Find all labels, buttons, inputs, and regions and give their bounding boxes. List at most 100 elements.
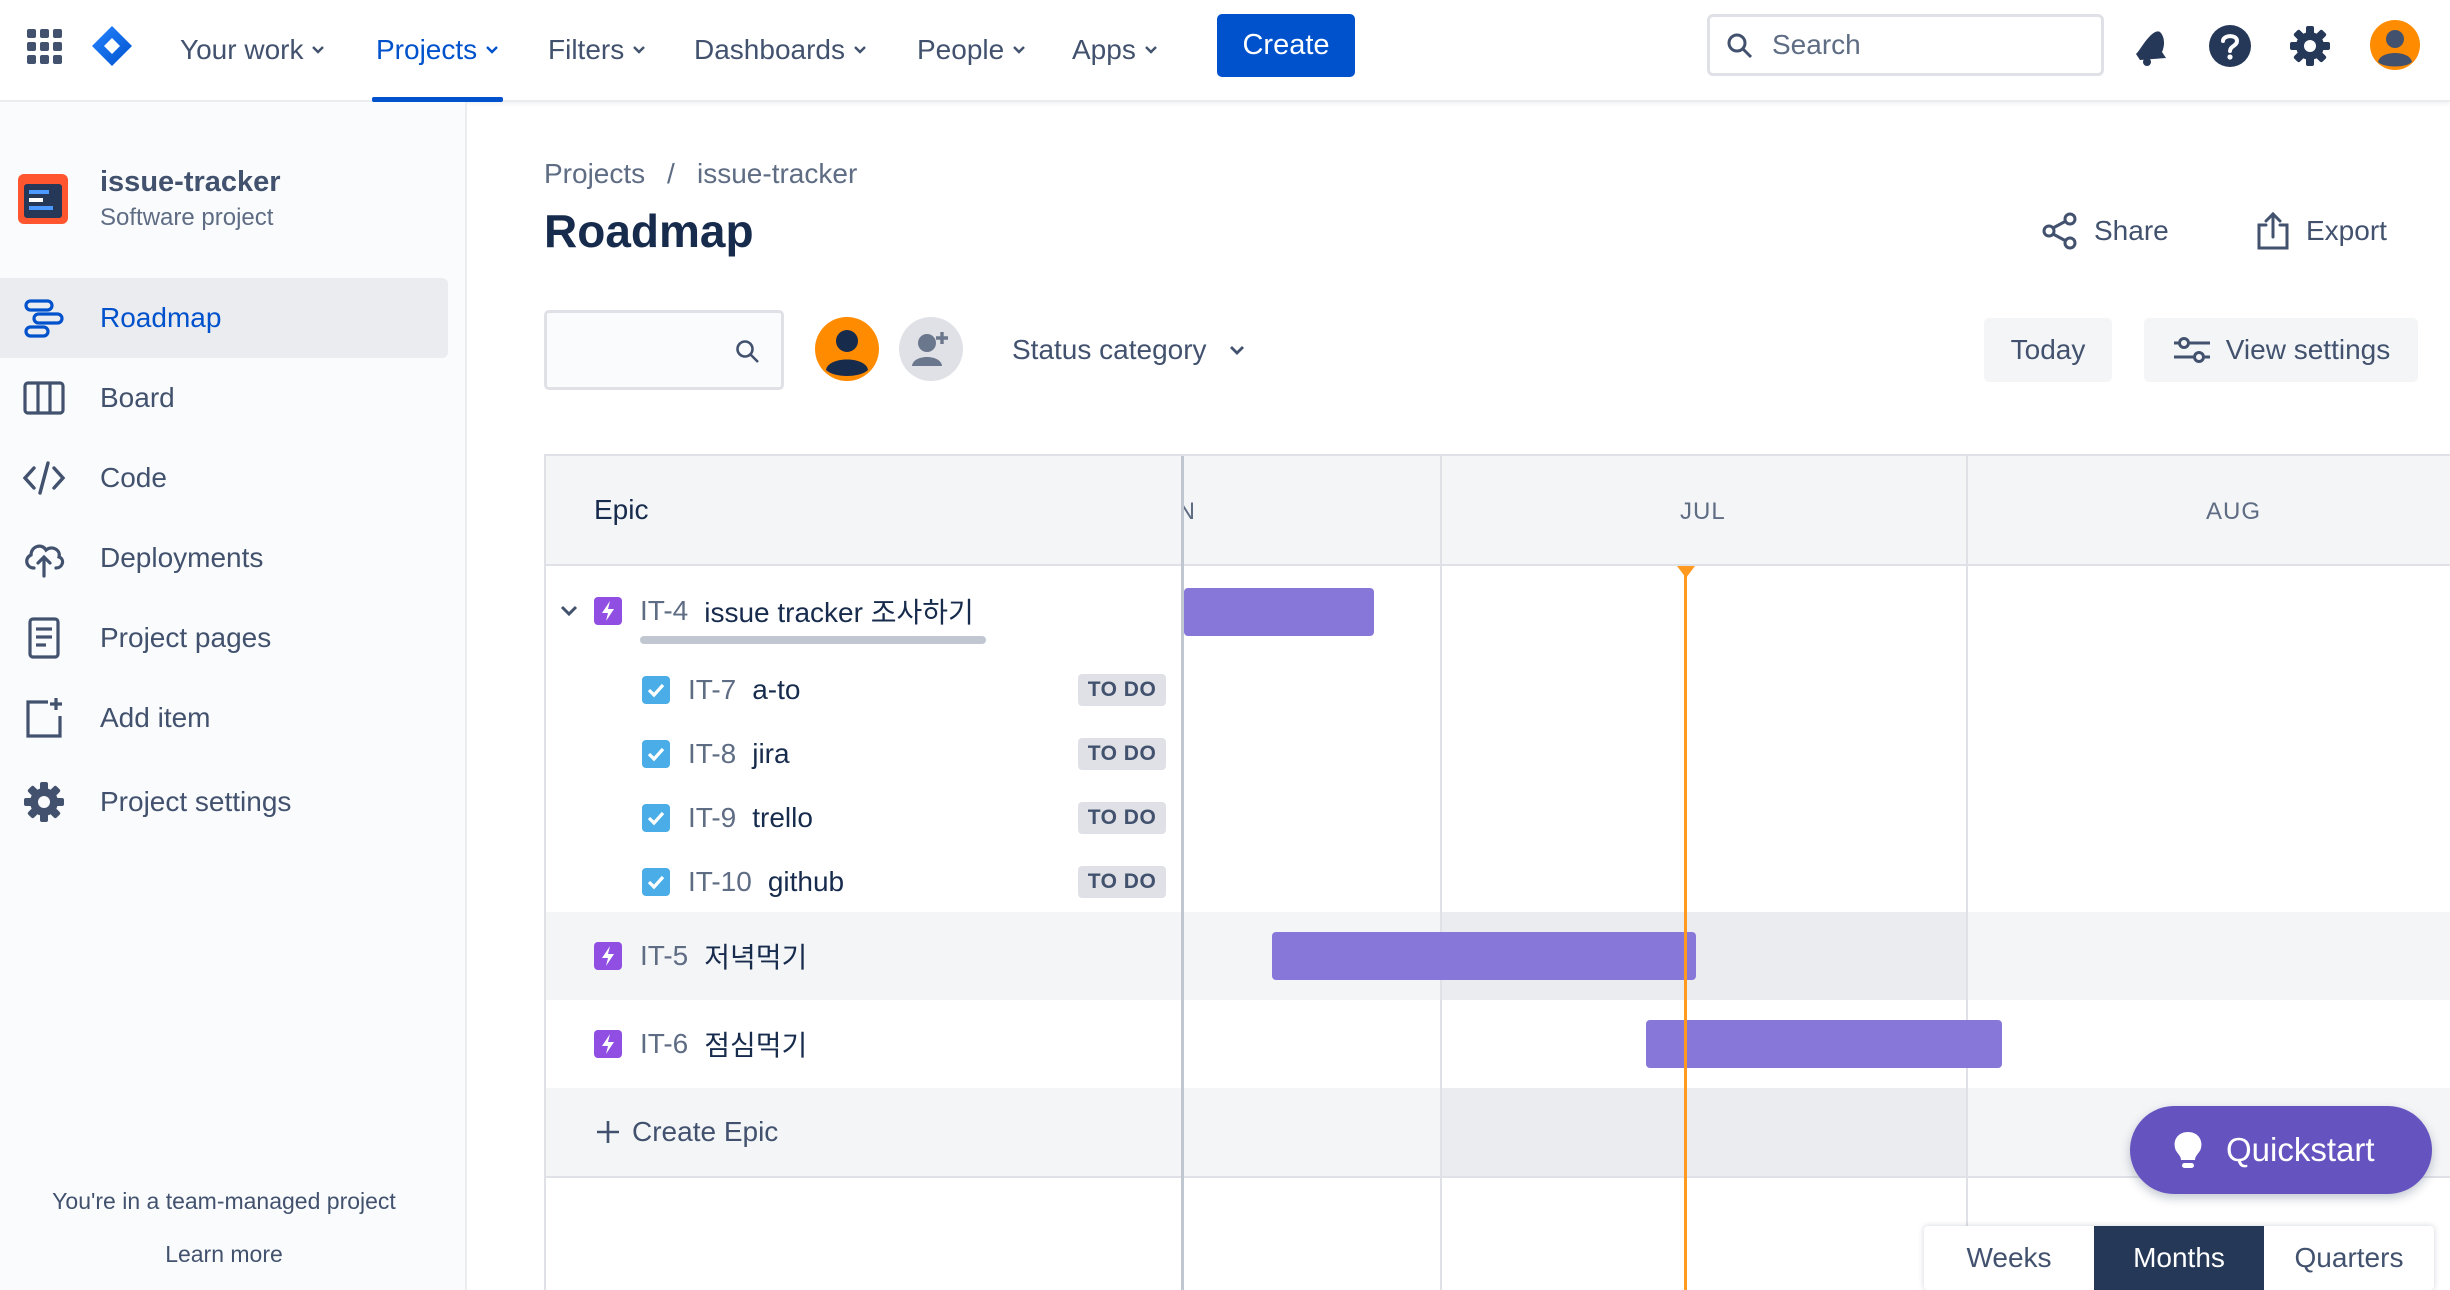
epic-row[interactable]: IT-6 점심먹기 <box>640 1014 807 1074</box>
help-icon[interactable] <box>2208 24 2252 68</box>
create-button[interactable]: Create <box>1217 14 1355 77</box>
app-switcher-icon[interactable] <box>26 28 62 64</box>
view-settings-button[interactable]: View settings <box>2144 318 2418 382</box>
search-input[interactable]: Search <box>1707 14 2104 76</box>
sidebar-item-project-pages[interactable]: Project pages <box>0 598 448 678</box>
project-sidebar: issue-tracker Software project Roadmap B… <box>0 102 467 1290</box>
issue-title: jira <box>752 738 790 769</box>
sidebar-item-roadmap[interactable]: Roadmap <box>0 278 448 358</box>
status-badge: TO DO <box>1078 866 1166 898</box>
chevron-down-icon <box>1229 346 1244 355</box>
board-icon <box>23 381 65 415</box>
zoom-quarters-button[interactable]: Quarters <box>2294 1242 2404 1273</box>
notifications-icon[interactable] <box>2130 26 2172 68</box>
issue-row[interactable]: IT-9 trello <box>688 788 813 848</box>
issue-row[interactable]: IT-10 github <box>688 852 844 912</box>
settings-gear-icon[interactable] <box>2288 24 2332 68</box>
issue-key: IT-8 <box>688 738 737 769</box>
sidebar-item-board[interactable]: Board <box>0 358 448 438</box>
nav-people[interactable]: People <box>917 0 1026 100</box>
roadmap-icon <box>24 299 64 338</box>
status-category-dropdown[interactable]: Status category <box>1012 326 1245 374</box>
nav-filters[interactable]: Filters <box>548 0 646 100</box>
epic-column-label: Epic <box>594 494 649 525</box>
page-icon <box>28 617 60 659</box>
search-icon <box>1727 33 1753 59</box>
epic-row[interactable]: IT-5 저녁먹기 <box>640 926 807 986</box>
nav-projects-label: Projects <box>376 34 478 65</box>
quickstart-label: Quickstart <box>2226 1131 2375 1168</box>
user-avatar[interactable] <box>2370 20 2420 70</box>
chevron-down-icon <box>1013 46 1026 54</box>
roadmap-timeline: JUN JUL AUG Epic IT-4 issue tracker 조사하기… <box>544 454 2450 1290</box>
epic-bar-it-4[interactable] <box>1184 588 1374 636</box>
sidebar-item-add-item[interactable]: Add item <box>0 678 448 758</box>
nav-your-work[interactable]: Your work <box>180 0 325 100</box>
top-navigation: Your work Projects Filters Dashboards Pe… <box>0 0 2450 102</box>
zoom-months-button[interactable]: Months <box>2094 1226 2264 1290</box>
sidebar-item-label: Project pages <box>100 622 272 653</box>
breadcrumb-projects[interactable]: Projects <box>544 158 646 189</box>
project-type: Software project <box>100 204 274 231</box>
task-checkbox-icon <box>642 868 670 896</box>
view-settings-label: View settings <box>2225 334 2391 365</box>
zoom-weeks-button[interactable]: Weeks <box>1966 1242 2052 1273</box>
epic-progress-bar <box>640 636 986 644</box>
create-epic-button[interactable]: Create Epic <box>594 1102 778 1162</box>
issue-row[interactable]: IT-8 jira <box>688 724 790 784</box>
roadmap-search-input[interactable] <box>544 310 784 390</box>
issue-title: trello <box>752 802 813 833</box>
assignee-avatar-filter[interactable] <box>814 316 880 382</box>
timeline-zoom-control: Weeks Months Quarters <box>1924 1226 2434 1290</box>
cloud-upload-icon <box>25 544 65 578</box>
task-checkbox-icon <box>642 740 670 768</box>
quickstart-button[interactable]: Quickstart <box>2130 1106 2432 1194</box>
share-icon <box>2042 212 2077 250</box>
add-people-icon[interactable] <box>898 316 964 382</box>
chevron-down-icon <box>1144 46 1157 54</box>
epic-row[interactable]: IT-4 issue tracker 조사하기 <box>640 581 974 641</box>
month-divider <box>1966 456 1968 1290</box>
epic-icon <box>594 942 622 970</box>
chevron-down-icon <box>312 46 325 54</box>
status-category-label: Status category <box>1012 334 1207 365</box>
issue-key: IT-9 <box>688 802 737 833</box>
share-button[interactable]: Share <box>2040 208 2169 254</box>
issue-title: a-to <box>752 674 801 705</box>
status-badge: TO DO <box>1078 802 1166 834</box>
month-label-jul: JUL <box>1680 498 1726 525</box>
sidebar-item-label: Add item <box>100 702 211 733</box>
breadcrumb-project[interactable]: issue-tracker <box>697 158 858 189</box>
export-label: Export <box>2306 215 2387 246</box>
sidebar-item-deployments[interactable]: Deployments <box>0 518 448 598</box>
status-badge: TO DO <box>1078 674 1166 706</box>
share-label: Share <box>2094 215 2169 246</box>
sidebar-item-label: Project settings <box>100 786 292 817</box>
sidebar-item-project-settings[interactable]: Project settings <box>0 762 448 842</box>
issue-key: IT-7 <box>688 674 737 705</box>
issue-row[interactable]: IT-7 a-to <box>688 660 800 720</box>
lightbulb-icon <box>2174 1132 2202 1168</box>
nav-dashboards[interactable]: Dashboards <box>694 0 867 100</box>
nav-apps[interactable]: Apps <box>1072 0 1158 100</box>
chevron-down-icon[interactable] <box>560 602 578 620</box>
export-icon <box>2257 211 2289 250</box>
epic-bar-it-6[interactable] <box>1646 1020 2002 1068</box>
learn-more-link[interactable]: Learn more <box>165 1241 283 1267</box>
sidebar-item-code[interactable]: Code <box>0 438 448 518</box>
sidebar-item-label: Deployments <box>100 542 264 573</box>
today-button[interactable]: Today <box>1984 318 2112 382</box>
epic-column-header <box>546 456 1181 566</box>
project-avatar-icon[interactable] <box>18 174 68 224</box>
search-icon <box>736 340 759 363</box>
sliders-icon <box>2173 337 2210 363</box>
epic-icon <box>594 1030 622 1058</box>
jira-logo-icon[interactable] <box>90 24 134 68</box>
sidebar-item-label: Code <box>100 462 167 493</box>
nav-projects[interactable]: Projects <box>371 0 504 102</box>
epic-bar-it-5[interactable] <box>1272 932 1696 980</box>
project-name[interactable]: issue-tracker <box>100 166 281 198</box>
plus-icon <box>597 1121 619 1143</box>
export-button[interactable]: Export <box>2254 208 2387 254</box>
sidebar-item-label: Roadmap <box>100 302 222 333</box>
